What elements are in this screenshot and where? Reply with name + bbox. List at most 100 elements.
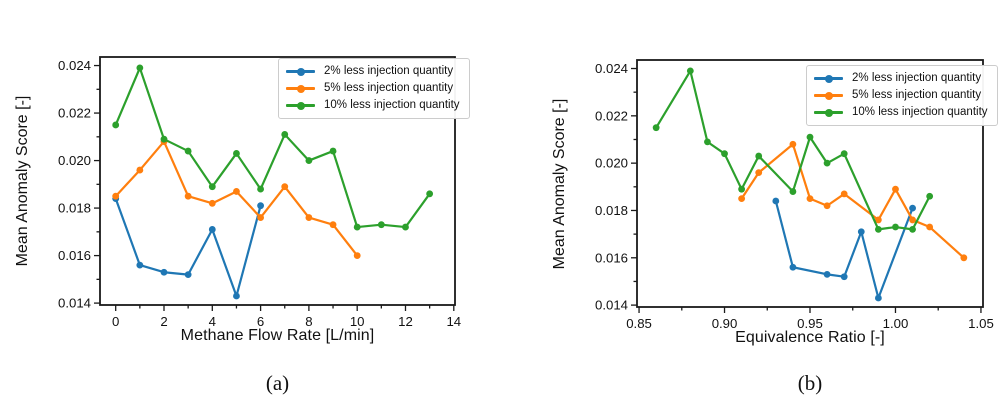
y-axis-label-b: Mean Anomaly Score [-] xyxy=(551,98,568,270)
data-point xyxy=(823,159,831,167)
data-point xyxy=(789,140,797,148)
data-point xyxy=(789,263,797,271)
data-point xyxy=(160,268,168,276)
data-point xyxy=(184,271,192,278)
data-point xyxy=(281,131,289,138)
series-line-0 xyxy=(774,199,914,300)
data-point xyxy=(806,195,814,203)
y-tick-label: 0.022 xyxy=(58,106,91,121)
x-tick-label: 0 xyxy=(112,314,119,329)
series-line-2 xyxy=(114,66,431,229)
data-point xyxy=(426,190,434,198)
data-point xyxy=(353,252,361,259)
data-point xyxy=(329,221,337,229)
data-point xyxy=(305,157,313,164)
data-point xyxy=(329,147,337,155)
data-point xyxy=(184,147,192,155)
data-point xyxy=(136,261,144,269)
data-point xyxy=(960,254,968,262)
data-point xyxy=(926,223,934,231)
legend-marker-icon xyxy=(296,84,305,93)
data-point xyxy=(136,166,144,174)
data-point xyxy=(738,185,746,193)
x-tick-label: 2 xyxy=(160,314,167,329)
x-tick-label: 0.85 xyxy=(626,316,652,331)
data-point xyxy=(257,214,264,221)
data-point xyxy=(377,221,385,229)
data-point xyxy=(892,223,899,231)
data-point xyxy=(353,223,361,231)
caption-a: (a) xyxy=(265,371,290,395)
legend-entry: 10% less injection quantity xyxy=(286,98,460,113)
legend-marker-icon xyxy=(296,67,305,76)
x-tick-label: 10 xyxy=(350,314,365,329)
data-point xyxy=(840,150,848,158)
data-point xyxy=(704,138,711,146)
data-point xyxy=(721,150,728,158)
data-point xyxy=(208,183,216,191)
legend-line-sample xyxy=(286,101,315,110)
data-point xyxy=(233,188,240,195)
y-tick-label: 0.014 xyxy=(58,296,91,311)
series-line-0 xyxy=(114,197,262,298)
data-point xyxy=(772,197,780,205)
legend-marker-icon xyxy=(824,91,833,100)
data-point xyxy=(789,188,797,195)
data-point xyxy=(874,225,882,233)
data-point xyxy=(892,185,899,193)
data-point xyxy=(112,192,120,200)
x-tick-label: 8 xyxy=(305,314,312,329)
data-point xyxy=(281,183,289,191)
x-tick-label: 14 xyxy=(446,314,461,329)
x-tick-label: 12 xyxy=(398,314,413,329)
data-point xyxy=(909,225,916,233)
data-point xyxy=(874,294,882,302)
data-point xyxy=(112,121,120,129)
data-point xyxy=(755,152,763,160)
legend-line-sample xyxy=(814,74,843,83)
y-tick-label: 0.018 xyxy=(58,201,91,216)
x-axis-label-a: Methane Flow Rate [L/min] xyxy=(180,327,375,344)
x-tick-label: 0.95 xyxy=(797,316,823,331)
legend-marker-icon xyxy=(296,101,305,110)
legend-label: 2% less injection quantity xyxy=(324,64,454,77)
data-point xyxy=(233,292,240,300)
data-point xyxy=(402,223,409,231)
data-point xyxy=(208,199,216,207)
legend-line-sample xyxy=(286,67,315,76)
legend-label: 5% less injection quantity xyxy=(324,81,454,94)
data-point xyxy=(857,228,865,236)
data-point xyxy=(257,202,264,210)
y-tick-label: 0.016 xyxy=(595,250,628,265)
chart-b-plot-area: 0.85 0.90 0.95 1.00 1.05 0.014 0.016 0.018 0.020… xyxy=(595,59,994,331)
legend-entry: 5% less injection quantity xyxy=(286,81,460,96)
y-tick-label: 0.014 xyxy=(595,298,628,313)
x-tick-label: 1.05 xyxy=(968,316,994,331)
series-line-1 xyxy=(114,140,359,257)
legend-line-sample xyxy=(814,108,843,117)
y-tick-label: 0.018 xyxy=(595,203,628,218)
data-point xyxy=(160,135,168,143)
legend-label: 5% less injection quantity xyxy=(852,88,982,101)
y-tick-label: 0.020 xyxy=(58,153,91,168)
legend-label: 10% less injection quantity xyxy=(324,98,460,111)
y-tick-label: 0.020 xyxy=(595,156,628,171)
legend-label: 10% less injection quantity xyxy=(852,105,988,118)
data-point xyxy=(686,67,694,75)
caption-b: (b) xyxy=(797,371,823,395)
data-point xyxy=(806,133,814,141)
legend-entry: 2% less injection quantity xyxy=(814,71,988,86)
plot-frame xyxy=(99,56,456,306)
data-point xyxy=(840,190,848,198)
y-tick-label: 0.024 xyxy=(58,58,91,73)
x-axis-label-b: Equivalence Ratio [-] xyxy=(735,329,885,346)
y-tick-label: 0.022 xyxy=(595,108,628,123)
legend-line-sample xyxy=(286,84,315,93)
data-point xyxy=(738,195,746,203)
legend-marker-icon xyxy=(824,108,833,117)
data-point xyxy=(233,150,240,157)
x-tick-label: 0.90 xyxy=(712,316,738,331)
y-axis-label-a: Mean Anomaly Score [-] xyxy=(14,95,31,267)
data-point xyxy=(823,202,831,210)
legend-label: 2% less injection quantity xyxy=(852,71,982,84)
